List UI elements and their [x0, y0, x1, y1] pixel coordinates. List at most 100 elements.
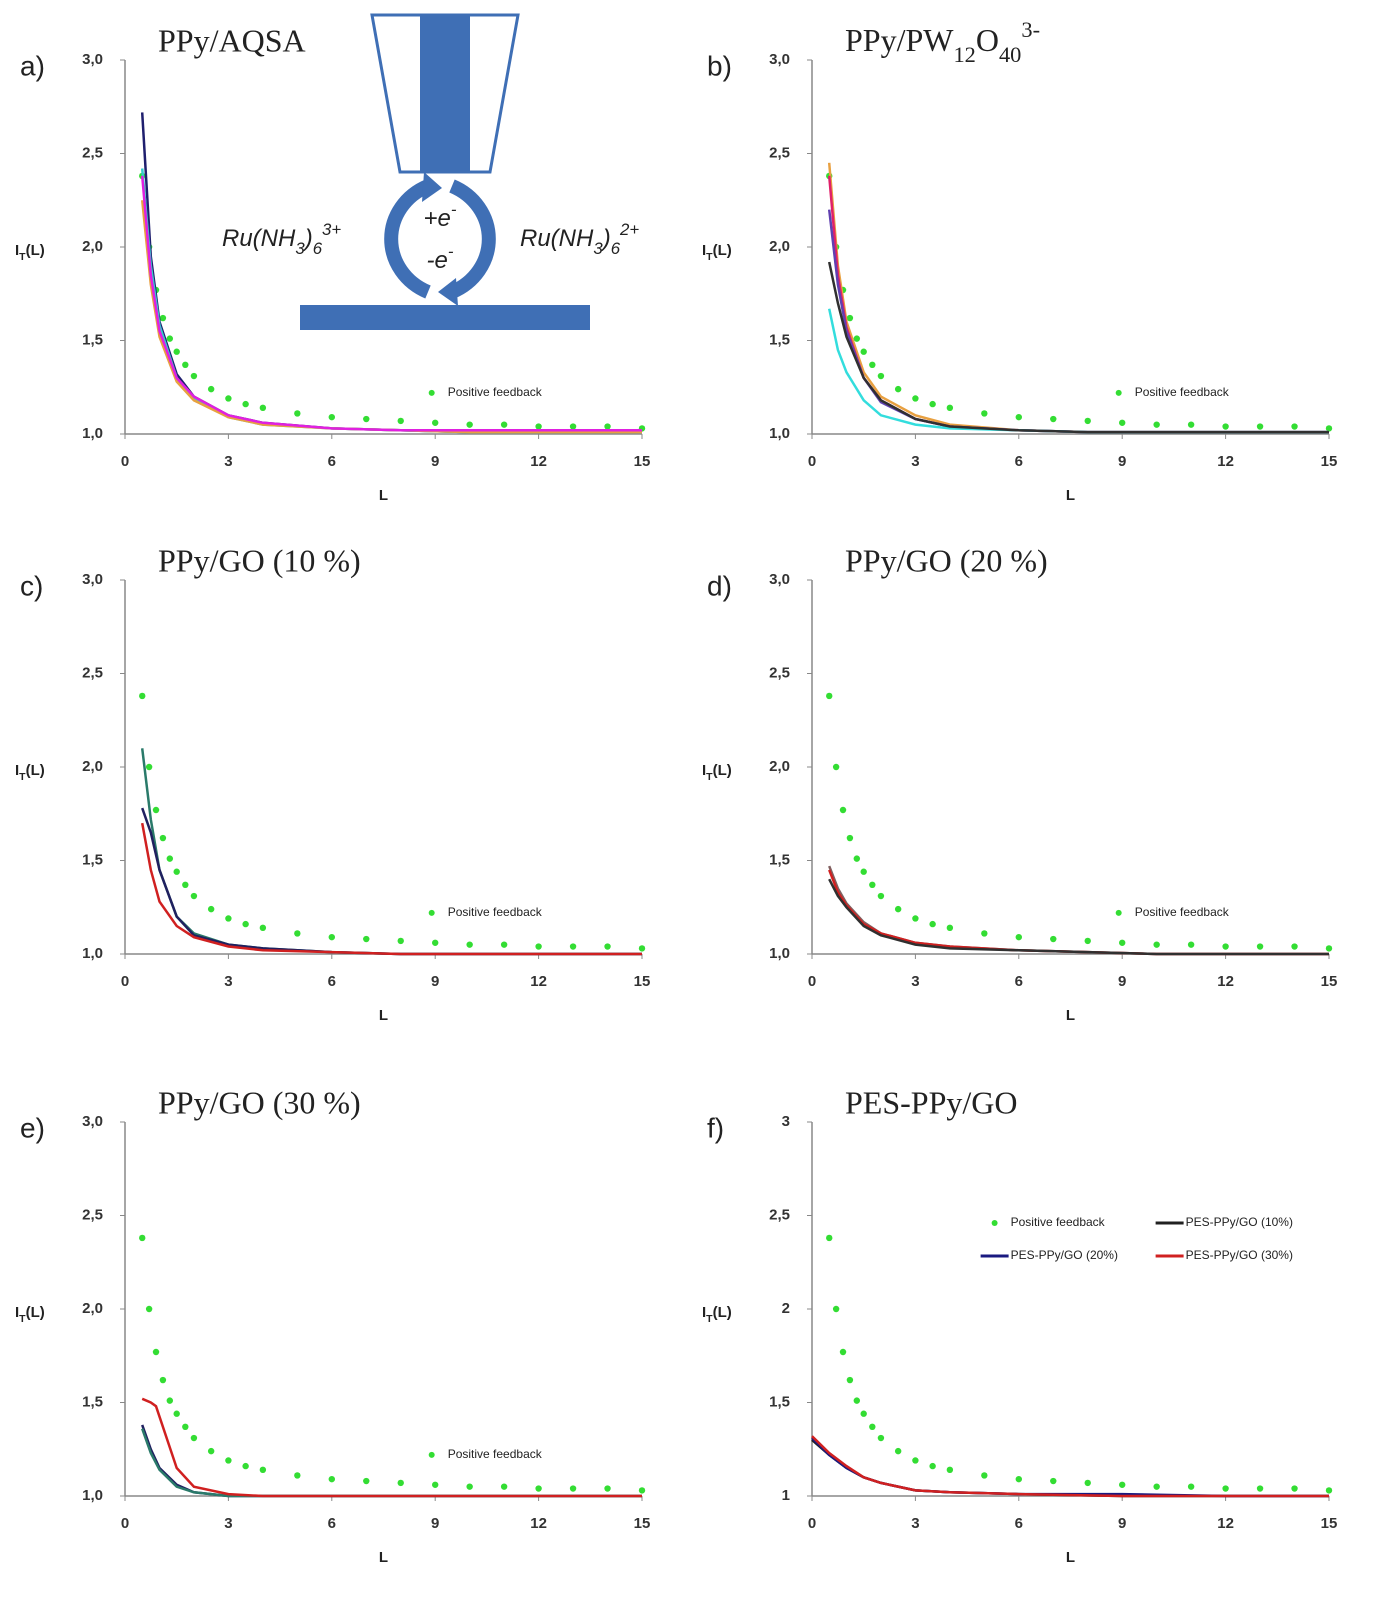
data-point — [1153, 421, 1160, 428]
cycle-arrow-left — [384, 179, 431, 299]
data-point — [535, 423, 542, 430]
data-point — [1187, 421, 1195, 428]
panel-title-run: 40 — [999, 42, 1021, 67]
x-tick-label: 0 — [121, 1515, 129, 1532]
data-point — [894, 905, 902, 913]
data-point — [1119, 419, 1126, 426]
y-tick-label: 1,0 — [82, 425, 103, 442]
data-point — [1222, 1485, 1229, 1492]
legend-label: PES-PPy/GO (10%) — [1186, 1215, 1293, 1229]
inset-label-run: - — [451, 200, 457, 219]
data-line — [141, 1397, 642, 1498]
y-axis-label-run: I — [15, 762, 19, 779]
data-point — [466, 421, 473, 428]
y-tick-label: 1,0 — [769, 425, 790, 442]
data-point — [604, 943, 611, 950]
x-tick-label: 12 — [1217, 453, 1234, 470]
legend-label: Positive feedback — [448, 1447, 543, 1461]
panel-title: PES-PPy/GO — [845, 1084, 1018, 1120]
data-point — [500, 941, 508, 948]
y-axis-label-run: T — [706, 771, 713, 783]
data-point — [328, 1475, 335, 1483]
data-point — [152, 806, 160, 814]
x-tick-label: 15 — [634, 453, 651, 470]
y-tick-label: 2,5 — [769, 1206, 790, 1223]
data-point — [1256, 423, 1264, 430]
data-point — [869, 881, 876, 889]
inset-label-run: 3+ — [322, 220, 341, 239]
data-line — [827, 209, 1329, 434]
data-point — [929, 1462, 936, 1470]
x-axis-label: L — [1066, 487, 1075, 504]
inset-label-run: Ru(NH — [520, 225, 594, 252]
y-axis-label-run: I — [702, 242, 706, 259]
y-axis-label-run: T — [706, 251, 713, 263]
x-tick-label: 3 — [224, 1515, 232, 1532]
inset-label-run: 3 — [593, 239, 603, 258]
x-tick-label: 0 — [121, 453, 129, 470]
panel-title-run: O — [976, 22, 999, 58]
x-tick-label: 6 — [328, 973, 336, 990]
data-point — [207, 905, 215, 913]
legend-label: Positive feedback — [1135, 385, 1230, 399]
data-line — [140, 822, 642, 956]
data-point — [182, 361, 189, 369]
data-point — [929, 400, 936, 408]
legend-marker — [1115, 909, 1122, 916]
data-point — [1187, 941, 1195, 948]
data-point — [853, 855, 861, 862]
y-axis-label: IT(L) — [15, 1304, 45, 1325]
inset-label: -e- — [427, 242, 454, 274]
data-point — [432, 419, 439, 426]
data-point — [432, 1481, 439, 1488]
data-line — [827, 162, 1329, 434]
data-point — [853, 1397, 861, 1404]
data-line — [141, 1428, 642, 1498]
x-axis-label: L — [379, 1007, 388, 1024]
panel-label: d) — [707, 570, 732, 601]
y-tick-label: 2,5 — [82, 1206, 103, 1223]
data-point — [638, 1487, 646, 1494]
y-axis-label-run: T — [706, 1313, 713, 1325]
x-tick-label: 12 — [530, 1515, 547, 1532]
x-axis-label: L — [1066, 1007, 1075, 1024]
data-line — [141, 807, 642, 956]
data-point — [1084, 417, 1091, 425]
y-axis-label-run: (L) — [26, 242, 45, 259]
panel-title: PPy/PW12O403- — [845, 17, 1040, 67]
inset-label-run: ) — [302, 225, 313, 252]
x-tick-label: 0 — [808, 1515, 816, 1532]
data-line — [140, 112, 642, 434]
y-tick-label: 3,0 — [82, 1113, 103, 1130]
cycle-arrow-right — [449, 179, 496, 299]
data-point — [846, 1376, 854, 1384]
data-point — [981, 1472, 988, 1479]
data-point — [328, 413, 335, 421]
x-tick-label: 12 — [1217, 1515, 1234, 1532]
data-point — [328, 933, 335, 941]
x-tick-label: 6 — [328, 453, 336, 470]
panel-title-run: 3- — [1021, 17, 1040, 42]
y-tick-label: 2,5 — [82, 144, 103, 161]
data-line — [827, 261, 1329, 434]
data-line — [140, 748, 642, 956]
y-tick-label: 1,0 — [82, 1487, 103, 1504]
data-point — [363, 935, 370, 943]
y-axis-label: IT(L) — [15, 762, 45, 783]
data-point — [159, 834, 167, 842]
legend-marker — [1115, 389, 1122, 396]
x-tick-label: 3 — [224, 973, 232, 990]
data-point — [363, 415, 370, 423]
panel-title-run: 12 — [953, 42, 975, 67]
data-point — [894, 1447, 902, 1455]
x-tick-label: 3 — [911, 453, 919, 470]
y-axis-label-run: (L) — [26, 1304, 45, 1321]
y-axis-label-run: (L) — [713, 762, 732, 779]
data-point — [166, 1397, 174, 1404]
substrate — [300, 305, 590, 330]
data-line — [811, 1437, 1329, 1498]
y-axis-label-run: (L) — [26, 762, 45, 779]
data-point — [190, 1434, 198, 1442]
x-tick-label: 6 — [1015, 1515, 1023, 1532]
data-point — [1050, 415, 1057, 423]
